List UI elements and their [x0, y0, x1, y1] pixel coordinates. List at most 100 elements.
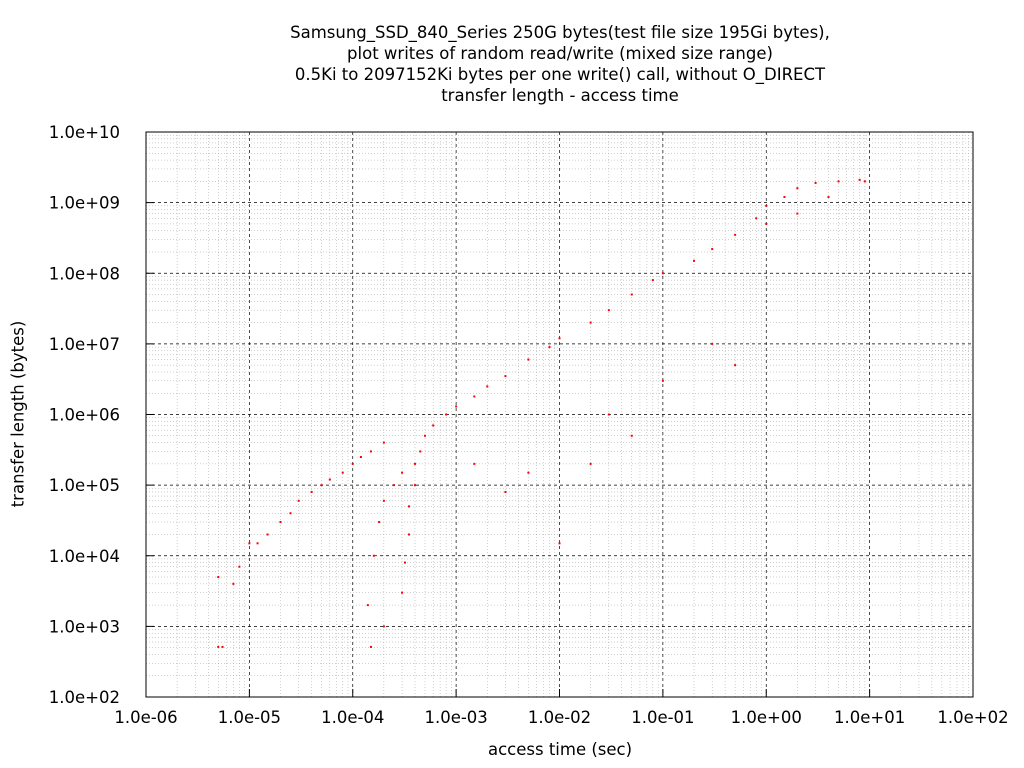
data-point [407, 533, 410, 536]
data-point [256, 542, 259, 545]
data-point [548, 346, 551, 349]
data-point [863, 180, 866, 183]
data-point [486, 385, 489, 388]
data-point [755, 217, 758, 220]
data-point [310, 490, 313, 493]
data-point [734, 233, 737, 236]
x-tick-label: 1.0e+00 [731, 708, 802, 727]
data-point [837, 180, 840, 183]
y-tick-label: 1.0e+09 [49, 194, 120, 213]
data-point [814, 181, 817, 184]
x-tick-label: 1.0e-04 [321, 708, 384, 727]
data-point [607, 413, 610, 416]
data-point [558, 337, 561, 340]
data-point [711, 248, 714, 251]
data-point [232, 582, 235, 585]
data-point [248, 542, 251, 545]
data-point [351, 462, 354, 465]
y-tick-label: 1.0e+07 [49, 335, 120, 354]
x-tick-label: 1.0e-06 [114, 708, 177, 727]
data-point [432, 424, 435, 427]
data-point [401, 471, 404, 474]
data-point [372, 554, 375, 557]
data-point [765, 222, 768, 225]
data-point [651, 279, 654, 282]
data-point [359, 456, 362, 459]
data-point [320, 484, 323, 487]
data-point [607, 309, 610, 312]
data-point [504, 375, 507, 378]
y-tick-label: 1.0e+10 [49, 123, 120, 142]
data-point [692, 259, 695, 262]
data-point [369, 645, 372, 648]
data-point [401, 591, 404, 594]
y-tick-label: 1.0e+05 [49, 476, 120, 495]
data-points [217, 178, 866, 648]
data-point [328, 478, 331, 481]
title-line-4: transfer length - access time [441, 86, 679, 105]
data-point [392, 484, 395, 487]
data-point [455, 405, 458, 408]
data-point [341, 471, 344, 474]
x-tick-label: 1.0e+02 [937, 708, 1008, 727]
data-point [369, 450, 372, 453]
data-point [413, 484, 416, 487]
data-point [424, 434, 427, 437]
data-point [711, 342, 714, 345]
data-point [279, 521, 282, 524]
data-point [289, 512, 292, 515]
y-tick-label: 1.0e+03 [49, 617, 120, 636]
data-point [527, 471, 530, 474]
data-point [827, 196, 830, 199]
data-point [558, 542, 561, 545]
grid [145, 131, 974, 698]
y-tick-label: 1.0e+02 [49, 688, 120, 707]
x-tick-label: 1.0e-05 [218, 708, 281, 727]
data-point [221, 645, 224, 648]
data-point [504, 490, 507, 493]
data-point [266, 533, 269, 536]
data-point [217, 576, 220, 579]
data-point [403, 561, 406, 564]
data-point [661, 272, 664, 275]
data-point [473, 395, 476, 398]
data-point [796, 187, 799, 190]
data-point [630, 434, 633, 437]
y-tick-label: 1.0e+04 [49, 547, 120, 566]
data-point [734, 364, 737, 367]
title-line-3: 0.5Ki to 2097152Ki bytes per one write()… [294, 65, 826, 84]
data-point [473, 462, 476, 465]
data-point [527, 358, 530, 361]
data-point [783, 196, 786, 199]
data-point [217, 645, 220, 648]
data-point [419, 450, 422, 453]
data-point [661, 379, 664, 382]
chart-title: Samsung_SSD_840_Series 250G bytes(test f… [146, 22, 974, 106]
data-point [858, 178, 861, 181]
axis-ticks: 1.0e-06 1.0e-05 1.0e-04 1.0e-03 1.0e-02 1.0e-… [49, 123, 1009, 727]
x-tick-label: 1.0e-01 [631, 708, 694, 727]
data-point [366, 604, 369, 607]
x-tick-label: 1.0e-02 [528, 708, 591, 727]
data-point [407, 505, 410, 508]
data-point [238, 565, 241, 568]
data-point [589, 321, 592, 324]
data-point [413, 462, 416, 465]
x-tick-label: 1.0e+01 [834, 708, 905, 727]
x-tick-label: 1.0e-03 [424, 708, 487, 727]
data-point [378, 521, 381, 524]
data-point [297, 499, 300, 502]
data-point [765, 204, 768, 207]
data-point [382, 441, 385, 444]
x-axis-label: access time (sec) [487, 740, 633, 759]
data-point [630, 293, 633, 296]
title-line-2: plot writes of random read/write (mixed … [347, 44, 773, 63]
y-tick-label: 1.0e+08 [49, 264, 120, 283]
y-tick-label: 1.0e+06 [49, 406, 120, 425]
title-line-1: Samsung_SSD_840_Series 250G bytes(test f… [290, 23, 830, 42]
data-point [382, 625, 385, 628]
data-point [445, 413, 448, 416]
data-point [589, 462, 592, 465]
data-point [796, 212, 799, 215]
